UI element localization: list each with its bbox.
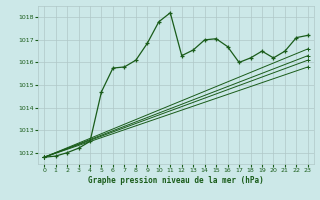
X-axis label: Graphe pression niveau de la mer (hPa): Graphe pression niveau de la mer (hPa): [88, 176, 264, 185]
